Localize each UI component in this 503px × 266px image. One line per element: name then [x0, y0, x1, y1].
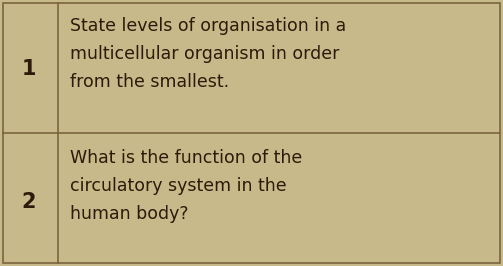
Text: What is the function of the: What is the function of the: [70, 149, 303, 167]
Text: from the smallest.: from the smallest.: [70, 73, 229, 91]
Text: circulatory system in the: circulatory system in the: [70, 177, 287, 195]
Text: 1: 1: [22, 59, 36, 79]
Text: State levels of organisation in a: State levels of organisation in a: [70, 17, 347, 35]
Text: 2: 2: [22, 192, 36, 212]
Text: multicellular organism in order: multicellular organism in order: [70, 45, 340, 63]
Text: human body?: human body?: [70, 205, 189, 223]
